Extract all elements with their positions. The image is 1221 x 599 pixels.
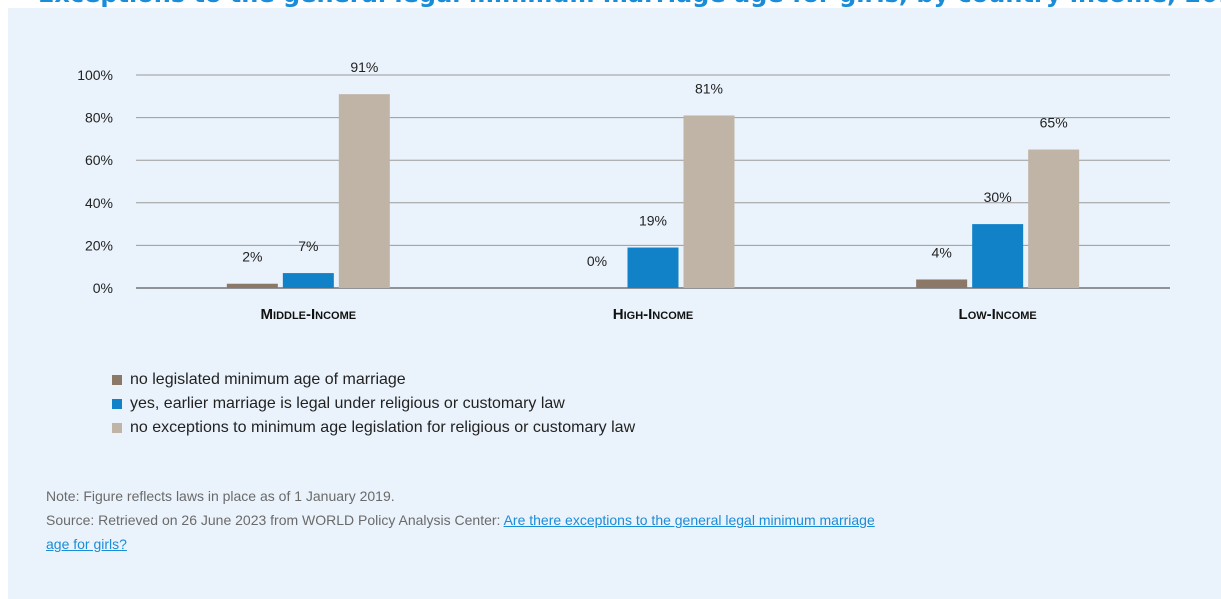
source-prefix: Source: Retrieved on 26 June 2023 from W… (46, 512, 504, 528)
y-tick-label: 40% (85, 195, 113, 211)
source-link-line2: age for girls? (46, 536, 127, 552)
chart-title: Exceptions to the general legal minimum … (38, 0, 1221, 8)
y-tick-label: 100% (77, 67, 113, 83)
bar-chart: 0% 20% 40% 60% 80% 100% 2% 7% 91% Middle-Income 0%… (77, 59, 1170, 323)
bar (683, 115, 735, 288)
data-label: 30% (984, 189, 1012, 205)
note-text: Note: Figure reflects laws in place as o… (46, 488, 395, 504)
source-link-line1: Are there exceptions to the general lega… (503, 512, 875, 528)
bar (972, 224, 1024, 288)
data-label: 19% (639, 213, 667, 229)
legend-label: no exceptions to minimum age legislation… (130, 419, 636, 436)
bar (1028, 149, 1080, 288)
x-category-label: High-Income (613, 306, 694, 323)
legend-swatch-brown (112, 375, 122, 385)
legend-label: yes, earlier marriage is legal under rel… (130, 395, 565, 412)
legend-swatch-tan (112, 423, 122, 433)
x-category-label: Middle-Income (261, 306, 357, 323)
x-category-label: Low-Income (959, 306, 1037, 323)
legend-item-religious-exception: yes, earlier marriage is legal under rel… (112, 392, 635, 416)
source-text: Source: Retrieved on 26 June 2023 from W… (46, 508, 1146, 556)
legend-swatch-blue (112, 399, 122, 409)
source-link[interactable]: Are there exceptions to the general lega… (46, 512, 875, 552)
data-label: 0% (587, 253, 607, 269)
legend-item-no-exceptions: no exceptions to minimum age legislation… (112, 416, 635, 440)
data-label: 4% (932, 244, 952, 260)
legend-item-no-minimum-age: no legislated minimum age of marriage (112, 368, 635, 392)
data-label: 65% (1040, 115, 1068, 131)
bar (916, 279, 968, 288)
bar (338, 94, 390, 288)
legend-label: no legislated minimum age of marriage (130, 371, 406, 388)
notes: Note: Figure reflects laws in place as o… (46, 484, 1146, 556)
data-label: 7% (298, 238, 318, 254)
bar (282, 273, 334, 288)
data-label: 2% (242, 249, 262, 265)
bar (627, 247, 679, 288)
data-label: 81% (695, 80, 723, 96)
y-tick-label: 20% (85, 237, 113, 253)
chart-title-clipped: Exceptions to the general legal minimum … (0, 0, 1221, 8)
y-tick-label: 60% (85, 152, 113, 168)
y-tick-label: 80% (85, 110, 113, 126)
bar (226, 283, 278, 288)
data-label: 91% (350, 59, 378, 75)
legend: no legislated minimum age of marriage ye… (112, 368, 635, 440)
y-tick-label: 0% (93, 280, 113, 296)
figure-panel (8, 8, 1221, 599)
